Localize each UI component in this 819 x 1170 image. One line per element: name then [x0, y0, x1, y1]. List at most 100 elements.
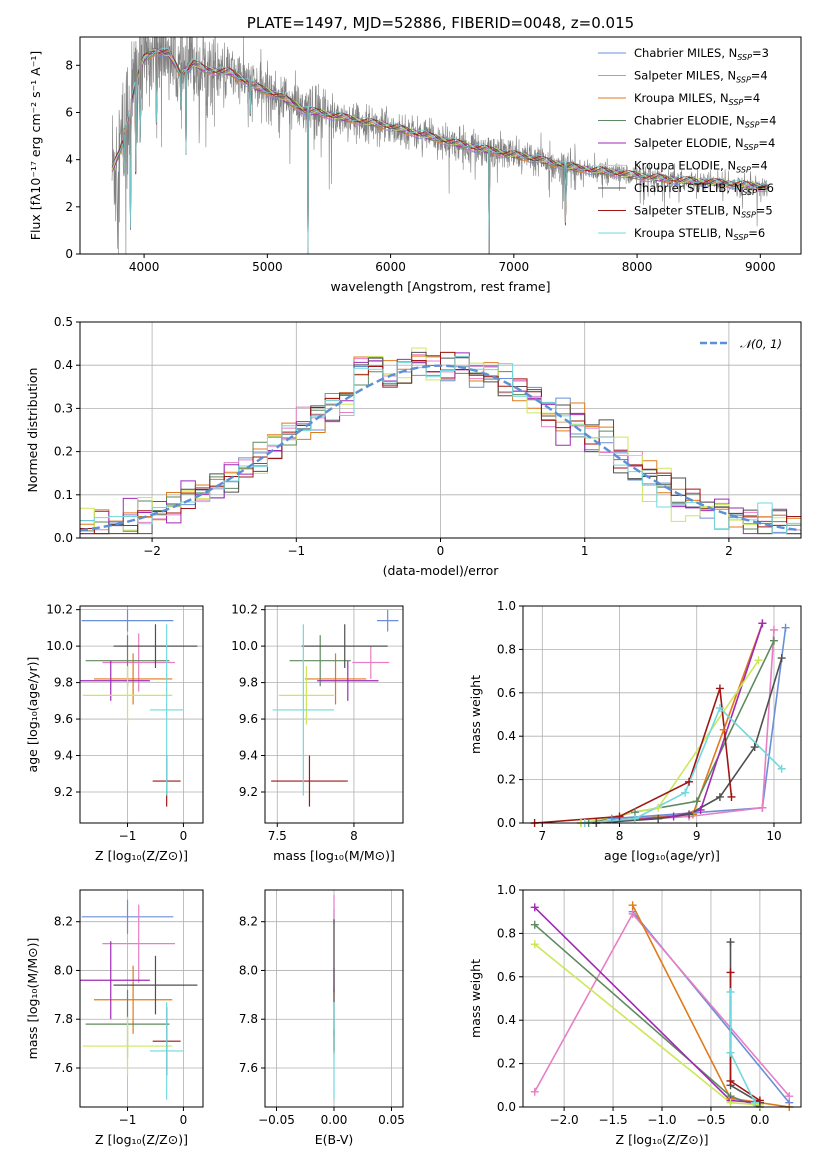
x-tick-label: 7 — [538, 829, 546, 843]
y-tick-label: 0.0 — [54, 531, 73, 545]
marker-kroupa_stelib — [726, 1048, 735, 1057]
y-tick-label: 0.6 — [497, 970, 516, 984]
model-chabrier_stelib — [111, 51, 768, 254]
marker-kroupa_stelib — [715, 703, 724, 712]
x-tick-label: 0 — [437, 544, 445, 558]
y-tick-label: 0.6 — [497, 686, 516, 700]
y-tick-label: 0.4 — [497, 729, 516, 743]
chart-title: PLATE=1497, MJD=52886, FIBERID=0048, z=0… — [247, 14, 634, 32]
x-tick-label: 8000 — [622, 260, 653, 274]
legend-entry-salpeter_elodie: Salpeter ELODIE, NSSP=4 — [634, 136, 775, 152]
marker-chabrier_stelib — [726, 938, 735, 947]
series-salpeter_elodie — [596, 623, 764, 823]
axes-frame — [264, 889, 404, 1108]
y-tick-label: 9.4 — [239, 749, 258, 763]
axes-frame — [522, 605, 802, 824]
legend-entry-chabrier_elodie: Chabrier ELODIE, NSSP=4 — [634, 114, 776, 130]
y-tick-label: 0.3 — [54, 401, 73, 415]
x-tick-label: 8 — [616, 829, 624, 843]
panel-residuals: −2 −1 0 1 2 0.0 0.1 0.2 0.3 0.4 0.5 (data-model)/er… — [25, 315, 802, 578]
y-tick-label: 2 — [65, 200, 73, 214]
marker-chabrier_miles — [607, 814, 616, 823]
x-tick-label: −2 — [143, 544, 161, 558]
series-kroupa_stelib — [729, 992, 756, 1104]
y-tick-label: 10.0 — [231, 639, 258, 653]
y-tick-label: 1.0 — [497, 883, 516, 897]
series-chabrier_elodie — [534, 924, 761, 1107]
marker-kroupa_elodie — [754, 656, 763, 665]
y-tick-label: 0.8 — [497, 926, 516, 940]
y-tick-label: 0.2 — [497, 773, 516, 787]
series-salpeter_stelib — [534, 688, 733, 823]
y-tick-label: 10.2 — [46, 603, 73, 617]
legend-entry-gaussian: 𝒩(0, 1) — [740, 337, 782, 351]
x-tick-label: 10 — [766, 829, 781, 843]
marker-chabrier_elodie — [769, 636, 778, 645]
marker-kroupa_stelib — [681, 788, 690, 797]
y-tick-label: 9.2 — [54, 785, 73, 799]
y-tick-label: 8.2 — [239, 915, 258, 929]
x-tick-label: −1.5 — [598, 1113, 627, 1127]
model-kroupa_elodie — [111, 49, 768, 254]
marker-salpeter_miles — [530, 1087, 539, 1096]
marker-salpeter_elodie — [530, 903, 539, 912]
x-tick-label: 7000 — [499, 260, 530, 274]
y-tick-label: 7.6 — [54, 1061, 73, 1075]
histogram-salpeter_stelib — [80, 351, 801, 535]
marker-kroupa_elodie — [726, 1098, 735, 1107]
marker-salpeter_stelib — [685, 777, 694, 786]
x-tick-label: 7.5 — [268, 829, 287, 843]
x-axis-label: Z [log₁₀(Z/Z⊙)] — [616, 1132, 709, 1147]
series-chabrier_stelib — [729, 942, 761, 1104]
axes-frame — [79, 889, 204, 1108]
x-tick-label: 2 — [725, 544, 733, 558]
x-tick-label: 1 — [581, 544, 589, 558]
y-tick-label: 10.2 — [231, 603, 258, 617]
y-axis-label: mass weight — [468, 959, 483, 1038]
x-tick-label: −1 — [119, 829, 137, 843]
marker-salpeter_elodie — [669, 812, 678, 821]
x-axis-label: (data-model)/error — [383, 563, 500, 578]
y-tick-label: 7.8 — [54, 1012, 73, 1026]
plot-area-weight_vs_age — [534, 623, 787, 823]
marker-chabrier_stelib — [654, 814, 663, 823]
marker-chabrier_miles — [781, 623, 790, 632]
plot-area-age_vs_mass — [271, 609, 399, 807]
plot-area-age_vs_Z — [80, 609, 198, 807]
marker-kroupa_stelib — [726, 987, 735, 996]
legend-entry-chabrier_stelib: Chabrier STELIB, NSSP=6 — [634, 181, 774, 197]
y-tick-label: 8.0 — [54, 963, 73, 977]
plot-area-mass_vs_Z — [80, 899, 198, 1100]
y-tick-label: 0.2 — [497, 1057, 516, 1071]
marker-salpeter_stelib — [755, 1096, 764, 1105]
x-tick-label: 0.00 — [321, 1113, 348, 1127]
y-axis-label: Normed distribution — [25, 368, 40, 493]
marker-chabrier_elodie — [692, 797, 701, 806]
panel-age_vs_Z: −1 0 9.2 9.4 9.6 9.8 10.0 10.2 Z [log₁₀(Z/Z⊙)] ag… — [25, 603, 204, 863]
marker-kroupa_stelib — [630, 814, 639, 823]
marker-salpeter_stelib — [727, 792, 736, 801]
y-tick-label: 8 — [65, 58, 73, 72]
x-tick-label: 0.0 — [750, 1113, 769, 1127]
y-tick-label: 9.8 — [54, 676, 73, 690]
panel-weight_vs_Z: −2.0 −1.5 −1.0 −0.5 0.0 0.0 0.2 0.4 0.6 0.8 1.0 Z [… — [468, 883, 802, 1147]
marker-salpeter_miles — [769, 625, 778, 634]
marker-chabrier_stelib — [685, 810, 694, 819]
legend-entry-kroupa_elodie: Kroupa ELODIE, NSSP=4 — [634, 159, 768, 175]
y-tick-label: 4 — [65, 153, 73, 167]
x-axis-label: mass [log₁₀(M/M⊙)] — [273, 848, 395, 863]
panel-mass_vs_ebv: −0.05 0.00 0.05 7.6 7.8 8.0 8.2 E(B-V) — [239, 889, 405, 1147]
series-salpeter_elodie — [534, 906, 760, 1104]
y-tick-label: 8.2 — [54, 915, 73, 929]
plot-area-spectrum — [111, 37, 768, 254]
y-tick-label: 0.4 — [497, 1013, 516, 1027]
marker-salpeter_stelib — [715, 684, 724, 693]
x-tick-label: −1 — [119, 1113, 137, 1127]
y-tick-label: 9.6 — [239, 712, 258, 726]
y-tick-label: 8.0 — [239, 963, 258, 977]
x-tick-label: 0.05 — [378, 1113, 405, 1127]
series-chabrier_stelib — [596, 657, 783, 823]
y-tick-label: 9.2 — [239, 785, 258, 799]
histogram-kroupa_stelib — [80, 355, 801, 534]
marker-kroupa_stelib — [750, 1098, 759, 1107]
